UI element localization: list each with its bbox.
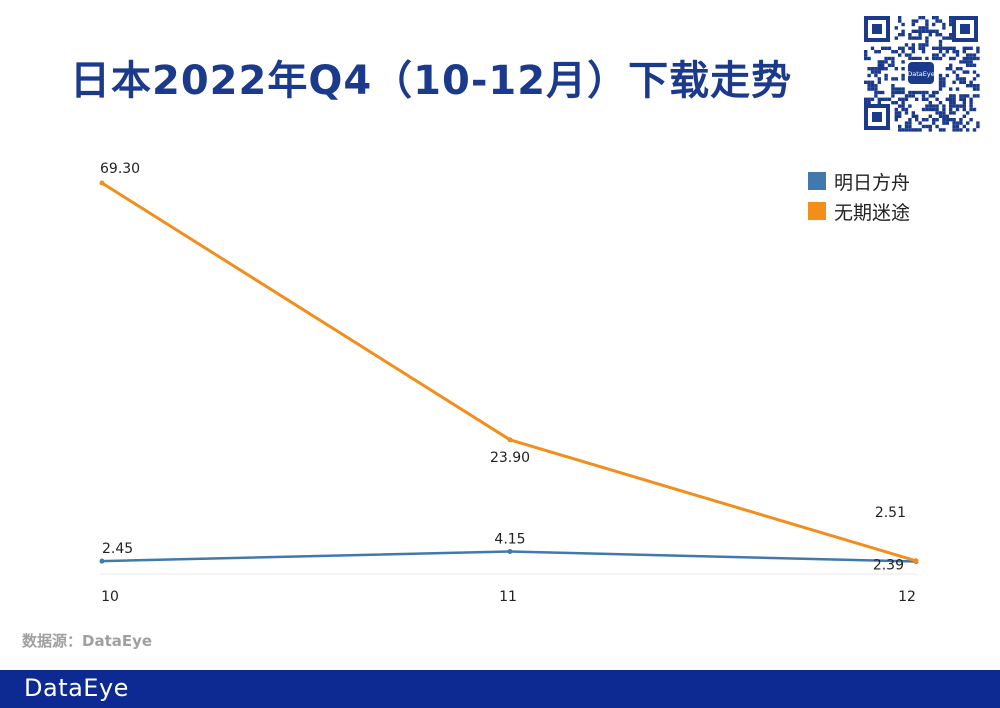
footer-bar: DataEye (0, 670, 1000, 708)
legend-item-series-1[interactable]: 明日方舟 (808, 166, 910, 196)
data-label-series-1-12: 2.39 (873, 558, 904, 574)
qr-code: DataEye (860, 12, 982, 134)
page-title: 日本2022年Q4（10-12月）下载走势 (70, 58, 793, 104)
x-tick-label-10: 10 (101, 589, 119, 605)
legend-label-series-2: 无期迷途 (834, 201, 911, 224)
data-point-series-2-10[interactable] (99, 180, 105, 186)
data-point-series-2-12[interactable] (913, 558, 919, 564)
data-label-series-2-10: 69.30 (100, 161, 140, 177)
data-point-series-1-10[interactable] (99, 558, 105, 564)
series-line-2 (101, 181, 917, 563)
x-tick-label-12: 12 (898, 589, 916, 605)
data-label-series-1-11: 4.15 (494, 532, 525, 548)
data-source-note: 数据源：DataEye (22, 632, 153, 650)
chart-legend: 明日方舟 无期迷途 (808, 166, 910, 226)
data-point-series-2-11[interactable] (507, 437, 513, 443)
legend-swatch-series-2 (808, 202, 826, 220)
qr-center-label: DataEye (907, 70, 934, 78)
x-tick-label-11: 11 (499, 589, 517, 605)
data-label-series-2-11: 23.90 (490, 450, 530, 466)
legend-label-series-1: 明日方舟 (834, 171, 911, 194)
data-label-series-1-10: 2.45 (102, 541, 133, 557)
legend-swatch-series-1 (808, 172, 826, 190)
data-point-series-1-11[interactable] (507, 549, 513, 554)
data-label-series-2-12: 2.51 (875, 505, 906, 521)
legend-item-series-2[interactable]: 无期迷途 (808, 196, 910, 226)
dataeye-logo: DataEye (24, 674, 129, 702)
